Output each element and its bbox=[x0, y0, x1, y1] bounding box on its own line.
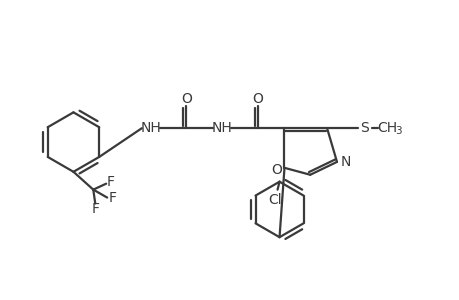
Text: F: F bbox=[91, 202, 99, 216]
Text: 3: 3 bbox=[395, 126, 401, 136]
Text: N: N bbox=[340, 155, 350, 169]
Text: O: O bbox=[252, 92, 263, 106]
Text: S: S bbox=[359, 121, 368, 135]
Text: NH: NH bbox=[140, 121, 161, 135]
Text: Cl: Cl bbox=[267, 193, 281, 206]
Text: O: O bbox=[270, 163, 281, 177]
Text: O: O bbox=[180, 92, 191, 106]
Text: F: F bbox=[109, 190, 117, 205]
Text: NH: NH bbox=[211, 121, 232, 135]
Text: CH: CH bbox=[377, 121, 397, 135]
Text: F: F bbox=[107, 175, 115, 189]
